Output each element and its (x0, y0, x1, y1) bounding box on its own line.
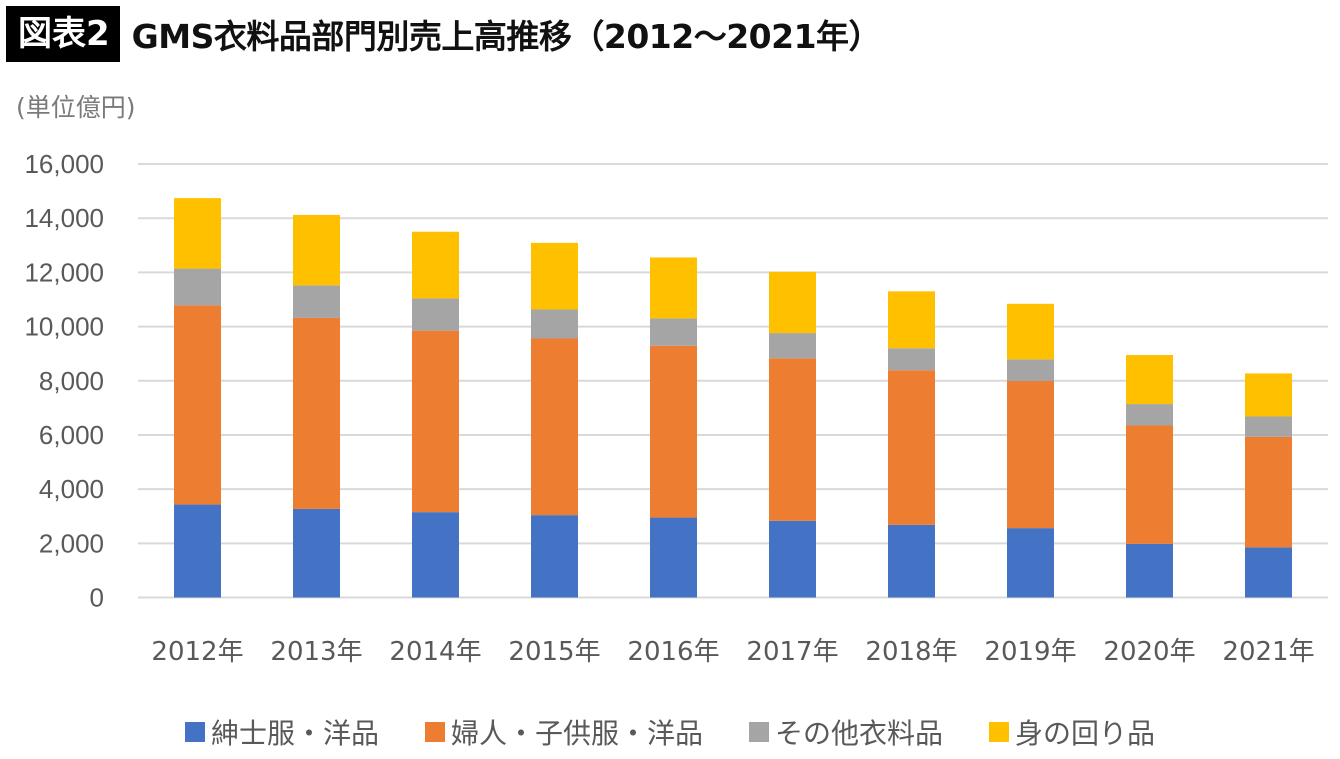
bar-segment (412, 231, 459, 299)
bar-segment (1007, 303, 1054, 360)
bar-segment (531, 309, 578, 339)
bar-segment (1126, 425, 1173, 544)
bar-segment (174, 504, 221, 598)
bar-segment (293, 508, 340, 598)
bar-segment (174, 268, 221, 306)
bar-segment (531, 338, 578, 516)
bar-segment (1245, 547, 1292, 598)
unit-label: (単位億円) (16, 93, 136, 122)
x-axis-ticks: 2012年 2013年 2014年 2015年 2016年 2017年 2018年 2019年… (151, 637, 1314, 667)
x-tick-label: 2012年 (151, 637, 243, 667)
y-tick-label: 6,000 (39, 420, 104, 450)
legend-label: 婦人・子供服・洋品 (450, 717, 703, 750)
x-tick-label: 2014年 (389, 637, 481, 667)
legend-item: 婦人・子供服・洋品 (424, 712, 703, 752)
legend-label: 紳士服・洋品 (210, 717, 379, 750)
y-tick-label: 0 (90, 583, 104, 613)
x-tick-label: 2015年 (508, 637, 600, 667)
y-tick-label: 8,000 (39, 366, 104, 396)
y-tick-label: 14,000 (24, 203, 104, 233)
bar-segment (1245, 373, 1292, 417)
x-tick-label: 2016年 (627, 637, 719, 667)
bar-segment (888, 370, 935, 525)
y-tick-label: 4,000 (39, 474, 104, 504)
bar-segment (412, 298, 459, 331)
figure-badge: 図表2 (6, 6, 120, 62)
bar-segment (888, 291, 935, 349)
legend-swatch (989, 722, 1010, 742)
x-tick-label: 2020年 (1103, 637, 1195, 667)
bar-segment (293, 317, 340, 509)
x-tick-label: 2021年 (1222, 637, 1314, 667)
bar-segment (1007, 359, 1054, 382)
bar-segment (1126, 404, 1173, 426)
y-axis-ticks: 0 2,000 4,000 6,000 8,000 10,000 12,000 14,000 1… (24, 149, 104, 613)
legend: 紳士服・洋品 婦人・子供服・洋品 その他衣料品 身の回り品 (0, 712, 1340, 752)
bar-segment (1126, 543, 1173, 598)
legend-label: 身の回り品 (1015, 717, 1156, 750)
bar-segment (412, 512, 459, 598)
bar-segment (1245, 416, 1292, 437)
bar-segment (769, 271, 816, 334)
bar-segment (650, 345, 697, 518)
legend-item: その他衣料品 (749, 712, 943, 752)
bar-segment (769, 358, 816, 521)
y-tick-label: 12,000 (24, 257, 104, 287)
legend-swatch (184, 722, 205, 742)
bar-segment (769, 333, 816, 359)
bar-segment (650, 257, 697, 319)
stacked-bar-chart: 0 2,000 4,000 6,000 8,000 10,000 12,000 14,000 1… (24, 149, 1328, 667)
bar-segment (174, 305, 221, 505)
bar-segment (888, 348, 935, 371)
bar-segment (650, 517, 697, 598)
legend-item: 身の回り品 (989, 712, 1155, 752)
x-tick-label: 2013年 (270, 637, 362, 667)
bar-segment (1245, 436, 1292, 548)
chart-header: 図表2 GMS衣料品部門別売上高推移（2012～2021年） (6, 6, 882, 62)
x-tick-label: 2017年 (746, 637, 838, 667)
bar-segment (174, 198, 221, 269)
bar-segment (531, 242, 578, 310)
y-tick-label: 16,000 (24, 149, 104, 179)
bar-segment (293, 214, 340, 286)
legend-swatch (424, 722, 445, 742)
bar-segment (412, 330, 459, 513)
chart-title: GMS衣料品部門別売上高推移（2012～2021年） (131, 17, 882, 56)
legend-item: 紳士服・洋品 (184, 712, 379, 752)
bar-segment (531, 515, 578, 598)
legend-label: その他衣料品 (775, 717, 944, 750)
bar-segment (1007, 528, 1054, 598)
bar-segment (650, 318, 697, 346)
y-tick-label: 2,000 (39, 528, 104, 558)
bar-segment (1126, 355, 1173, 405)
bar-segment (888, 524, 935, 598)
bars (174, 198, 1292, 598)
bar-segment (293, 285, 340, 318)
bar-segment (1007, 381, 1054, 529)
x-tick-label: 2018年 (865, 637, 957, 667)
bar-segment (769, 520, 816, 598)
x-tick-label: 2019年 (984, 637, 1076, 667)
legend-swatch (749, 722, 769, 742)
y-tick-label: 10,000 (24, 312, 104, 342)
